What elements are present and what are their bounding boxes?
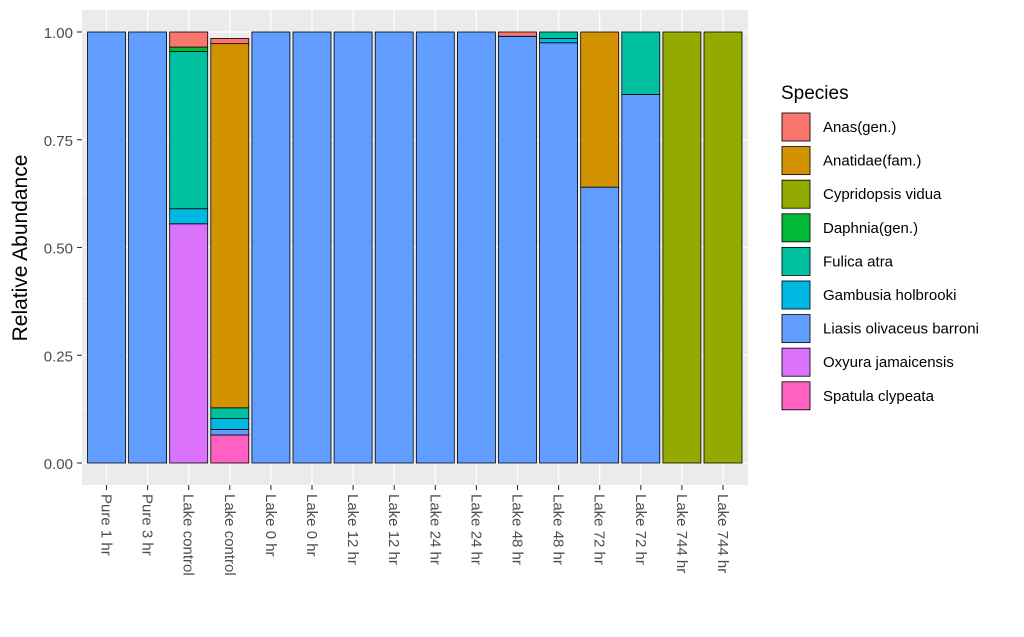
x-tick-label: Lake 0 hr	[303, 494, 320, 557]
bar-segment	[210, 38, 250, 45]
bar-segment	[251, 31, 291, 464]
bars-layer	[87, 31, 743, 464]
bar-segment	[333, 31, 373, 464]
legend-label: Spatula clypeata	[823, 388, 935, 405]
x-tick-label: Lake 72 hr	[591, 494, 608, 565]
bar-segment	[415, 31, 455, 464]
x-tick-label: Lake 72 hr	[632, 494, 649, 565]
bar-segment	[87, 31, 126, 464]
x-axis: Pure 1 hr Pure 3 hr Lake control Lake contr…	[98, 485, 731, 576]
legend-label: Anatidae(fam.)	[823, 153, 921, 170]
x-tick-label: Lake control	[180, 494, 197, 576]
y-axis-title: Relative Abundance	[9, 155, 32, 342]
bar-segment	[580, 186, 620, 464]
legend-label: Anas(gen.)	[823, 119, 896, 136]
legend: Species Anas(gen.) Anatidae(fam.) Cypridop…	[781, 83, 979, 411]
bar-segment	[128, 31, 168, 464]
legend-label: Liasis olivaceus barroni	[823, 321, 979, 338]
legend-label: Daphnia(gen.)	[823, 220, 918, 237]
bar-segment	[210, 418, 250, 430]
y-tick-label: 0.00	[44, 456, 73, 473]
x-tick-label: Lake 12 hr	[385, 494, 402, 565]
legend-key	[781, 213, 811, 243]
bar-segment	[539, 42, 578, 464]
bar-segment	[169, 50, 209, 210]
bar-segment	[703, 31, 743, 464]
x-tick-label: Lake 24 hr	[426, 494, 443, 565]
legend-label: Cypridopsis vidua	[823, 186, 942, 203]
legend-label: Oxyura jamaicensis	[823, 354, 954, 371]
legend-key	[781, 347, 811, 377]
legend-label: Gambusia holbrooki	[823, 287, 956, 304]
x-tick-label: Lake 48 hr	[550, 494, 567, 565]
x-tick-label: Pure 1 hr	[98, 494, 115, 556]
bar-segment	[210, 43, 250, 409]
bar-segment	[374, 31, 414, 464]
bar-segment	[169, 31, 209, 48]
bar-segment	[498, 31, 537, 37]
bar-segment	[210, 428, 250, 436]
bar-segment	[169, 208, 209, 225]
y-tick-label: 0.25	[44, 348, 73, 365]
x-tick-label: Lake 24 hr	[467, 494, 484, 565]
x-tick-label: Pure 3 hr	[139, 494, 156, 556]
x-tick-label: Lake 744 hr	[673, 494, 690, 573]
x-tick-label: Lake control	[221, 494, 238, 576]
x-tick-label: Lake 48 hr	[509, 494, 526, 565]
legend-key	[781, 314, 811, 344]
bar-segment	[169, 46, 209, 52]
bar-segment	[169, 223, 209, 464]
x-tick-label: Lake 744 hr	[714, 494, 731, 573]
legend-key	[781, 381, 811, 411]
bar-segment	[621, 31, 661, 95]
legend-label: Fulica atra	[823, 253, 894, 270]
bar-segment	[580, 31, 620, 188]
bar-segment	[456, 31, 496, 464]
legend-title: Species	[781, 83, 849, 104]
bar-segment	[210, 407, 250, 420]
legend-key	[781, 112, 811, 142]
bar-segment	[662, 31, 702, 464]
legend-key	[781, 146, 811, 176]
y-tick-label: 0.75	[44, 133, 73, 150]
legend-key	[781, 246, 811, 276]
legend-key	[781, 179, 811, 209]
bar-segment	[292, 31, 332, 464]
bar-segment	[621, 94, 661, 464]
x-tick-label: Lake 0 hr	[262, 494, 279, 557]
x-tick-label: Lake 12 hr	[344, 494, 361, 565]
bar-segment	[539, 31, 578, 39]
bar-segment	[498, 35, 537, 464]
legend-key	[781, 280, 811, 310]
y-axis: 0.00 0.25 0.50 0.75 1.00	[44, 25, 82, 473]
y-tick-label: 1.00	[44, 25, 73, 42]
bar-segment	[210, 434, 250, 464]
bar-segment	[539, 38, 578, 44]
y-tick-label: 0.50	[44, 241, 73, 258]
